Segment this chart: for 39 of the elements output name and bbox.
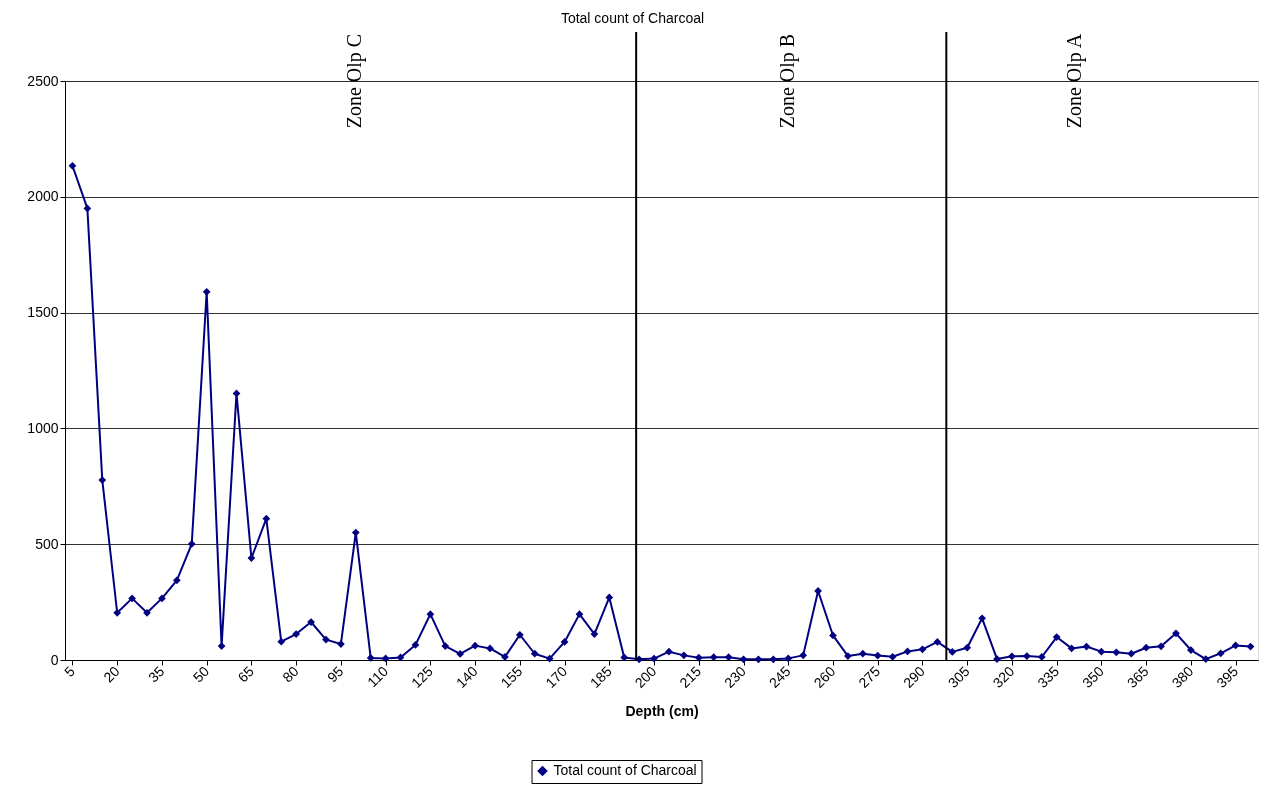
x-tick-label: 365 (1123, 662, 1152, 691)
x-tick-label: 380 (1168, 662, 1197, 691)
x-tick-label: 125 (407, 662, 436, 691)
chart-title: Total count of Charcoal (560, 10, 705, 26)
x-tick-label: 260 (810, 662, 839, 691)
x-tick-label: 185 (586, 662, 615, 691)
annotation: Zone Olp A (1063, 33, 1087, 129)
y-tick-label: 500 (35, 535, 59, 552)
x-tick-label: 230 (721, 662, 750, 691)
x-tick-label: 335 (1034, 662, 1063, 691)
y-tick-label: 0 (50, 651, 59, 668)
x-tick-label: 395 (1213, 662, 1242, 691)
annotation: Zone Olp C (342, 33, 366, 129)
annotation: Zone Olp B (775, 33, 799, 129)
x-tick-label: 290 (900, 662, 929, 691)
x-tick-label: 155 (497, 662, 526, 691)
x-tick-label: 305 (944, 662, 973, 691)
x-tick-label: 110 (363, 662, 392, 691)
x-tick-label: 200 (631, 662, 660, 691)
y-tick-label: 1000 (27, 419, 59, 436)
x-tick-label: 215 (676, 662, 705, 691)
x-tick-label: 320 (989, 662, 1018, 691)
x-axis-title: Depth (cm) (625, 702, 699, 719)
x-tick-label: 170 (542, 662, 571, 691)
x-tick-label: 65 (234, 662, 257, 686)
x-tick-label: 80 (279, 662, 302, 686)
x-tick-label: 275 (855, 662, 884, 691)
x-tick-label: 35 (145, 662, 168, 686)
y-tick-label: 2000 (27, 188, 59, 205)
x-tick-label: 245 (765, 662, 794, 691)
x-tick-label: 350 (1079, 662, 1108, 691)
y-tick-label: 1500 (27, 304, 59, 321)
x-tick-label: 50 (189, 662, 213, 686)
x-tick-label: 95 (324, 662, 347, 686)
y-tick-label: 2500 (27, 72, 59, 89)
legend-label: Total count of Charcoal (553, 762, 697, 778)
x-tick-label: 5 (61, 662, 79, 680)
x-tick-label: 20 (100, 662, 123, 686)
x-tick-label: 140 (452, 662, 481, 691)
